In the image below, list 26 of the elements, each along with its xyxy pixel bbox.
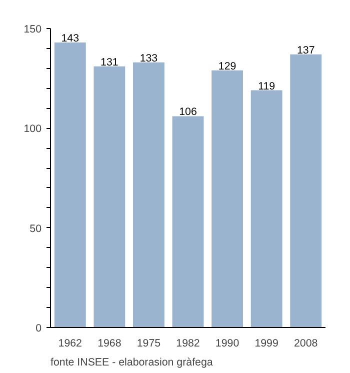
x-tick-label: 2008: [294, 338, 318, 350]
bar: [290, 54, 322, 328]
data-label: 143: [61, 32, 80, 44]
x-tick-label: 1968: [98, 338, 122, 350]
y-tick-label: 50: [30, 222, 42, 235]
x-tick-label: 1999: [254, 338, 278, 350]
y-tick-label: 150: [24, 24, 42, 36]
bar: [172, 116, 204, 328]
data-label: 119: [258, 80, 276, 92]
bar: [94, 66, 126, 328]
x-tick-label: 1975: [136, 338, 161, 350]
bar: [54, 42, 86, 328]
bar: [250, 90, 282, 328]
y-tick-label: 0: [36, 322, 42, 334]
bar: [212, 70, 243, 328]
source-note: fonte INSEE - elaborasion gràfega: [50, 356, 213, 368]
data-label: 137: [296, 44, 315, 56]
y-tick-label: 100: [24, 123, 42, 136]
data-label: 133: [140, 52, 158, 64]
data-label: 129: [218, 60, 236, 72]
data-label: 131: [100, 56, 118, 68]
x-tick-label: 1962: [58, 338, 82, 350]
x-tick-label: 1982: [176, 338, 200, 350]
data-label: 106: [179, 106, 197, 118]
bar: [133, 62, 164, 328]
x-tick-label: 1990: [215, 338, 240, 350]
